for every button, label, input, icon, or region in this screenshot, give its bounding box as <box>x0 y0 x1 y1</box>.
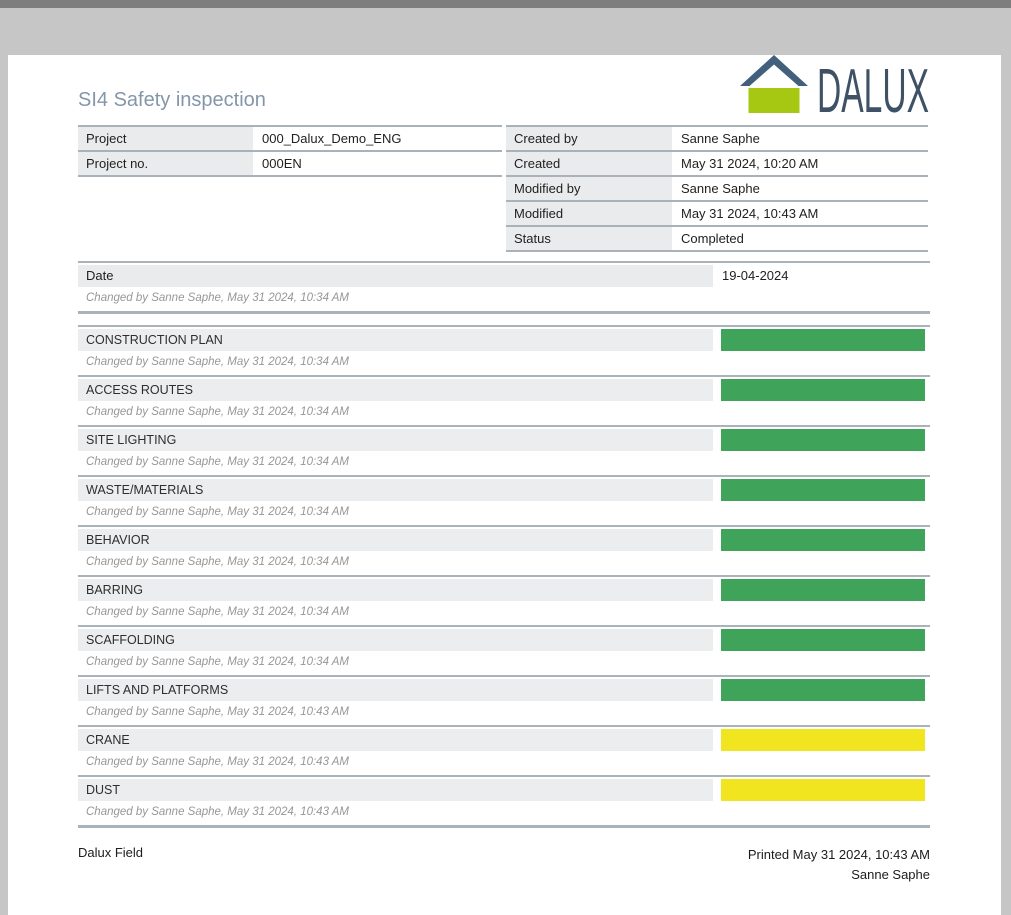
change-note: Changed by Sanne Saphe, May 31 2024, 10:… <box>86 506 349 518</box>
row-value: Sanne Saphe <box>672 177 928 200</box>
row-label: Modified by <box>506 177 672 200</box>
logo-house-roof-icon <box>740 55 808 86</box>
table-row: Project 000_Dalux_Demo_ENG <box>78 127 502 152</box>
checklist-item-row: ACCESS ROUTES <box>78 379 930 401</box>
table-row: Status Completed <box>506 227 928 252</box>
checklist-item-row: DUST <box>78 779 930 801</box>
checklist-item-label: BARRING <box>78 579 713 601</box>
change-note: Changed by Sanne Saphe, May 31 2024, 10:… <box>86 356 349 368</box>
row-label: Modified <box>506 202 672 225</box>
project-info-table: Project 000_Dalux_Demo_ENG Project no. 0… <box>78 125 502 177</box>
change-note: Changed by Sanne Saphe, May 31 2024, 10:… <box>86 806 349 818</box>
change-note: Changed by Sanne Saphe, May 31 2024, 10:… <box>86 456 349 468</box>
inspection-checklist: CONSTRUCTION PLAN Changed by Sanne Saphe… <box>78 325 930 828</box>
checklist-item-label: LIFTS AND PLATFORMS <box>78 679 713 701</box>
change-note: Changed by Sanne Saphe, May 31 2024, 10:… <box>86 406 349 418</box>
meta-info-table: Created by Sanne Saphe Created May 31 20… <box>506 125 928 252</box>
row-value: 000_Dalux_Demo_ENG <box>253 127 502 150</box>
footer-print-info: Printed May 31 2024, 10:43 AM Sanne Saph… <box>748 845 930 885</box>
status-bar <box>721 629 925 651</box>
checklist-item: BARRING Changed by Sanne Saphe, May 31 2… <box>78 575 930 625</box>
checklist-item: ACCESS ROUTES Changed by Sanne Saphe, Ma… <box>78 375 930 425</box>
status-bar <box>721 429 925 451</box>
viewer-top-strip <box>0 0 1011 8</box>
checklist-item-row: BEHAVIOR <box>78 529 930 551</box>
info-tables: Project 000_Dalux_Demo_ENG Project no. 0… <box>78 125 930 252</box>
change-note: Changed by Sanne Saphe, May 31 2024, 10:… <box>86 656 349 668</box>
checklist-item-label: WASTE/MATERIALS <box>78 479 713 501</box>
checklist-item-row: CRANE <box>78 729 930 751</box>
table-row: Modified by Sanne Saphe <box>506 177 928 202</box>
row-value: Sanne Saphe <box>672 127 928 150</box>
footer-printed-timestamp: Printed May 31 2024, 10:43 AM <box>747 847 930 862</box>
date-value: 19-04-2024 <box>722 268 789 283</box>
row-label: Project <box>78 127 253 150</box>
status-bar <box>721 529 925 551</box>
change-note: Changed by Sanne Saphe, May 31 2024, 10:… <box>86 606 349 618</box>
checklist-item: WASTE/MATERIALS Changed by Sanne Saphe, … <box>78 475 930 525</box>
table-row: Project no. 000EN <box>78 152 502 177</box>
status-bar <box>721 479 925 501</box>
date-field-section: Date 19-04-2024 Changed by Sanne Saphe, … <box>78 261 930 314</box>
report-header: SI4 Safety inspection DALUX <box>78 55 930 113</box>
checklist-item-label: SCAFFOLDING <box>78 629 713 651</box>
date-label: Date <box>78 265 713 287</box>
table-row: Modified May 31 2024, 10:43 AM <box>506 202 928 227</box>
logo-house-body-icon <box>748 88 800 113</box>
row-label: Status <box>506 227 672 250</box>
table-row: Created by Sanne Saphe <box>506 127 928 152</box>
checklist-item-row: LIFTS AND PLATFORMS <box>78 679 930 701</box>
change-note: Changed by Sanne Saphe, May 31 2024, 10:… <box>86 556 349 568</box>
status-bar <box>721 329 925 351</box>
row-value: May 31 2024, 10:20 AM <box>672 152 928 175</box>
table-row: Created May 31 2024, 10:20 AM <box>506 152 928 177</box>
row-value: Completed <box>672 227 928 250</box>
row-label: Created <box>506 152 672 175</box>
checklist-item: CONSTRUCTION PLAN Changed by Sanne Saphe… <box>78 325 930 375</box>
checklist-item-label: SITE LIGHTING <box>78 429 713 451</box>
checklist-item-row: SCAFFOLDING <box>78 629 930 651</box>
row-value: 000EN <box>253 152 502 175</box>
footer-printed-by: Sanne Saphe <box>851 867 930 882</box>
checklist-item: LIFTS AND PLATFORMS Changed by Sanne Sap… <box>78 675 930 725</box>
row-value: May 31 2024, 10:43 AM <box>672 202 928 225</box>
report-title: SI4 Safety inspection <box>78 89 266 111</box>
change-note: Changed by Sanne Saphe, May 31 2024, 10:… <box>86 756 349 768</box>
checklist-item: CRANE Changed by Sanne Saphe, May 31 202… <box>78 725 930 775</box>
report-footer: Dalux Field Printed May 31 2024, 10:43 A… <box>78 845 930 885</box>
checklist-item: DUST Changed by Sanne Saphe, May 31 2024… <box>78 775 930 825</box>
status-bar <box>721 779 925 801</box>
footer-app-name: Dalux Field <box>78 845 144 860</box>
row-label: Created by <box>506 127 672 150</box>
report-page: SI4 Safety inspection DALUX Project 000_… <box>8 55 1001 915</box>
checklist-item-label: DUST <box>78 779 713 801</box>
checklist-item-row: SITE LIGHTING <box>78 429 930 451</box>
checklist-item-label: CONSTRUCTION PLAN <box>78 329 713 351</box>
status-bar <box>721 379 925 401</box>
status-bar <box>721 579 925 601</box>
change-note: Changed by Sanne Saphe, May 31 2024, 10:… <box>86 292 349 304</box>
checklist-item: BEHAVIOR Changed by Sanne Saphe, May 31 … <box>78 525 930 575</box>
row-label: Project no. <box>78 152 253 175</box>
checklist-item-label: BEHAVIOR <box>78 529 713 551</box>
date-row: Date 19-04-2024 <box>78 265 930 287</box>
checklist-item: SITE LIGHTING Changed by Sanne Saphe, Ma… <box>78 425 930 475</box>
checklist-item: SCAFFOLDING Changed by Sanne Saphe, May … <box>78 625 930 675</box>
logo-brand-text: DALUX <box>817 57 929 113</box>
checklist-item-label: CRANE <box>78 729 713 751</box>
status-bar <box>721 679 925 701</box>
checklist-item-label: ACCESS ROUTES <box>78 379 713 401</box>
checklist-item-row: WASTE/MATERIALS <box>78 479 930 501</box>
checklist-item-row: BARRING <box>78 579 930 601</box>
checklist-item-row: CONSTRUCTION PLAN <box>78 329 930 351</box>
dalux-logo: DALUX <box>740 55 929 113</box>
change-note: Changed by Sanne Saphe, May 31 2024, 10:… <box>86 706 349 718</box>
status-bar <box>721 729 925 751</box>
